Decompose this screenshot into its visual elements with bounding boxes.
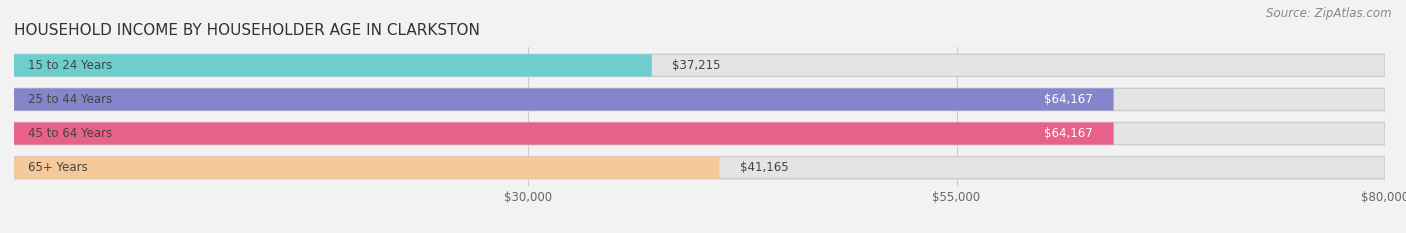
Text: HOUSEHOLD INCOME BY HOUSEHOLDER AGE IN CLARKSTON: HOUSEHOLD INCOME BY HOUSEHOLDER AGE IN C…	[14, 24, 479, 38]
Text: $37,215: $37,215	[672, 59, 721, 72]
Text: Source: ZipAtlas.com: Source: ZipAtlas.com	[1267, 7, 1392, 20]
Text: 25 to 44 Years: 25 to 44 Years	[28, 93, 112, 106]
FancyBboxPatch shape	[14, 123, 1114, 145]
FancyBboxPatch shape	[14, 157, 1385, 179]
FancyBboxPatch shape	[14, 54, 1385, 76]
FancyBboxPatch shape	[14, 123, 1385, 145]
FancyBboxPatch shape	[14, 88, 1385, 110]
FancyBboxPatch shape	[14, 54, 652, 76]
Text: 45 to 64 Years: 45 to 64 Years	[28, 127, 112, 140]
Text: $41,165: $41,165	[740, 161, 789, 174]
Text: $64,167: $64,167	[1045, 127, 1092, 140]
FancyBboxPatch shape	[14, 157, 720, 179]
FancyBboxPatch shape	[14, 88, 1114, 110]
Text: $64,167: $64,167	[1045, 93, 1092, 106]
Text: 65+ Years: 65+ Years	[28, 161, 87, 174]
Text: 15 to 24 Years: 15 to 24 Years	[28, 59, 112, 72]
